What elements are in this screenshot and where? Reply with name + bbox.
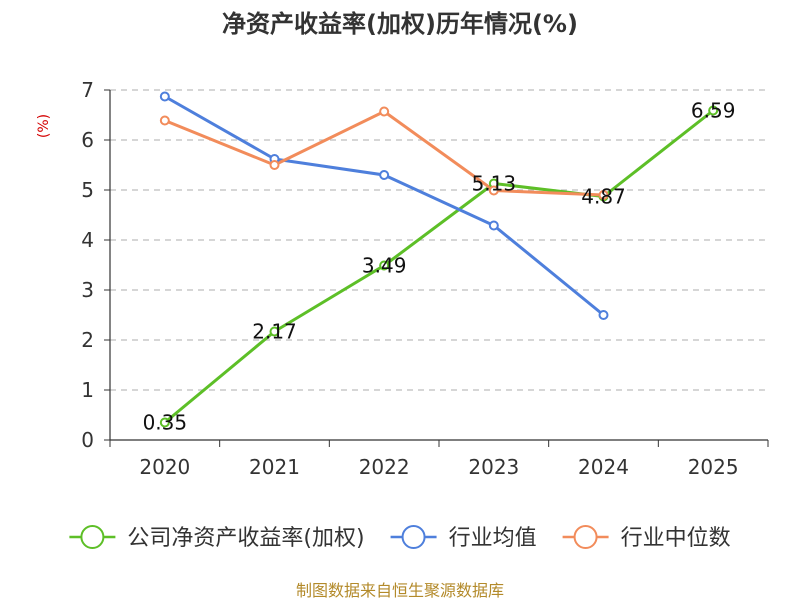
y-tick-label: 6 [81, 128, 94, 152]
data-point-s1-2024 [598, 310, 609, 320]
y-tick-label: 3 [81, 278, 94, 302]
data-point-s2-2023 [488, 185, 499, 196]
legend-items: 公司净资产收益率(加权) 行业均值 行业中位数 [69, 525, 731, 551]
legend-label: 行业均值 [449, 526, 537, 551]
legend-item-2: 行业中位数 [562, 525, 731, 551]
source-note: 制图数据来自恒生聚源数据库 [296, 581, 504, 600]
data-labels: 0.35 2.17 3.49 5.13 4.87 6.59 [143, 99, 736, 435]
data-point-s1-2020 [159, 91, 170, 102]
gridlines [110, 89, 768, 391]
data-point-s2-2022 [379, 106, 390, 117]
x-tick-label: 2024 [578, 455, 629, 479]
series-line-2 [164, 110, 604, 197]
y-axis-label: (%) [36, 114, 52, 138]
legend-swatch-circle [573, 525, 598, 549]
data-label: 2.17 [252, 320, 297, 344]
legend-item-0: 公司净资产收益率(加权) [69, 525, 365, 551]
y-tick-label: 5 [81, 178, 94, 202]
data-point-s0-2022 [379, 260, 390, 271]
x-tick-label: 2023 [468, 455, 519, 479]
data-point-s2-2020 [159, 115, 170, 126]
y-tick-label: 0 [81, 428, 94, 452]
x-tick-label: 2020 [139, 455, 190, 479]
series-layer [159, 91, 719, 428]
chart-title: 净资产收益率(加权)历年情况(%) [222, 10, 578, 38]
x-tick-label: 2025 [688, 455, 739, 479]
y-tick-label: 7 [81, 78, 94, 102]
legend-swatch-circle [401, 525, 426, 549]
data-point-s0-2025 [708, 105, 719, 116]
data-point-s0-2021 [269, 326, 280, 337]
data-point-s0-2020 [159, 417, 170, 428]
data-label: 6.59 [691, 99, 736, 123]
data-label: 0.35 [143, 411, 188, 435]
series-line-0 [163, 109, 715, 424]
data-label: 4.87 [581, 185, 626, 209]
data-label: 3.49 [362, 254, 407, 278]
axes: 0 1 2 3 4 5 6 7 2020 2021 2022 2023 2024 2025 [81, 78, 769, 479]
legend: 公司净资产收益率(加权) 行业均值 行业中位数 [69, 525, 731, 551]
x-tick-label: 2022 [359, 455, 410, 479]
legend-item-1: 行业均值 [390, 525, 537, 551]
data-point-s1-2023 [488, 220, 499, 231]
legend-swatch-circle [80, 525, 105, 549]
data-label: 5.13 [472, 172, 517, 196]
y-tick-label: 1 [81, 378, 94, 402]
y-tick-label: 2 [81, 328, 94, 352]
x-tick-label: 2021 [249, 455, 300, 479]
legend-label: 公司净资产收益率(加权) [127, 526, 364, 551]
y-tick-label: 4 [81, 228, 94, 252]
series-line-1 [164, 95, 605, 317]
data-point-s2-2021 [269, 160, 280, 170]
legend-label: 行业中位数 [621, 526, 731, 551]
data-point-s1-2022 [379, 170, 390, 180]
data-point-s2-2024 [598, 190, 609, 200]
